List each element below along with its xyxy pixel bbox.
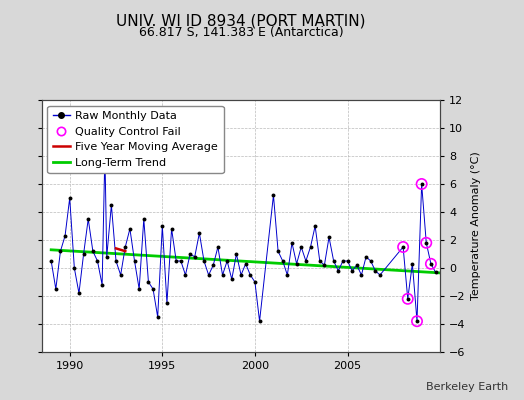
Point — [418, 181, 426, 187]
Point — [399, 244, 407, 250]
Point — [149, 286, 157, 292]
Point — [422, 240, 430, 246]
Point — [325, 234, 333, 240]
Point — [107, 202, 116, 208]
Point — [283, 272, 291, 278]
Point — [348, 268, 356, 274]
Point — [101, 150, 109, 156]
Point — [288, 240, 296, 246]
Point — [219, 272, 227, 278]
Point — [279, 258, 287, 264]
Point — [366, 258, 375, 264]
Point — [376, 272, 384, 278]
Point — [223, 258, 231, 264]
Point — [403, 296, 412, 302]
Point — [172, 258, 180, 264]
Point — [75, 290, 83, 296]
Point — [93, 258, 102, 264]
Point — [418, 181, 426, 187]
Text: UNIV. WI ID 8934 (PORT MARTIN): UNIV. WI ID 8934 (PORT MARTIN) — [116, 14, 366, 29]
Point — [158, 223, 167, 229]
Point — [292, 261, 301, 267]
Point — [330, 258, 338, 264]
Point — [103, 254, 111, 260]
Point — [144, 279, 152, 285]
Point — [399, 244, 407, 250]
Point — [66, 195, 74, 201]
Point — [154, 314, 162, 320]
Point — [56, 248, 64, 254]
Point — [232, 251, 241, 257]
Point — [269, 192, 278, 198]
Point — [357, 272, 366, 278]
Point — [315, 258, 324, 264]
Point — [334, 268, 343, 274]
Point — [204, 272, 213, 278]
Point — [191, 254, 199, 260]
Point — [227, 276, 236, 282]
Y-axis label: Temperature Anomaly (°C): Temperature Anomaly (°C) — [471, 152, 481, 300]
Point — [427, 261, 435, 267]
Point — [413, 318, 421, 324]
Point — [237, 272, 245, 278]
Point — [251, 279, 259, 285]
Point — [80, 251, 88, 257]
Point — [320, 262, 329, 268]
Point — [362, 254, 370, 260]
Legend: Raw Monthly Data, Quality Control Fail, Five Year Moving Average, Long-Term Tren: Raw Monthly Data, Quality Control Fail, … — [48, 106, 224, 173]
Text: 66.817 S, 141.383 E (Antarctica): 66.817 S, 141.383 E (Antarctica) — [139, 26, 343, 39]
Point — [408, 261, 417, 267]
Point — [214, 244, 222, 250]
Point — [47, 258, 56, 264]
Point — [61, 233, 69, 239]
Point — [413, 318, 421, 324]
Point — [84, 216, 92, 222]
Point — [186, 251, 194, 257]
Point — [98, 282, 106, 288]
Point — [422, 240, 430, 246]
Point — [371, 268, 379, 274]
Point — [302, 258, 310, 264]
Point — [130, 258, 139, 264]
Point — [195, 230, 203, 236]
Point — [163, 300, 171, 306]
Point — [139, 216, 148, 222]
Point — [274, 248, 282, 254]
Point — [121, 244, 129, 250]
Point — [135, 286, 144, 292]
Point — [52, 286, 60, 292]
Point — [167, 226, 176, 232]
Point — [89, 248, 97, 254]
Point — [177, 258, 185, 264]
Point — [112, 258, 120, 264]
Point — [307, 244, 315, 250]
Point — [311, 223, 319, 229]
Point — [209, 262, 217, 268]
Point — [70, 265, 79, 271]
Point — [297, 244, 305, 250]
Text: Berkeley Earth: Berkeley Earth — [426, 382, 508, 392]
Point — [353, 262, 361, 268]
Point — [116, 272, 125, 278]
Point — [200, 258, 208, 264]
Point — [126, 226, 134, 232]
Point — [181, 272, 190, 278]
Point — [255, 318, 264, 324]
Point — [403, 296, 412, 302]
Point — [246, 272, 255, 278]
Point — [431, 269, 440, 275]
Point — [242, 261, 250, 267]
Point — [427, 261, 435, 267]
Point — [343, 258, 352, 264]
Point — [339, 258, 347, 264]
